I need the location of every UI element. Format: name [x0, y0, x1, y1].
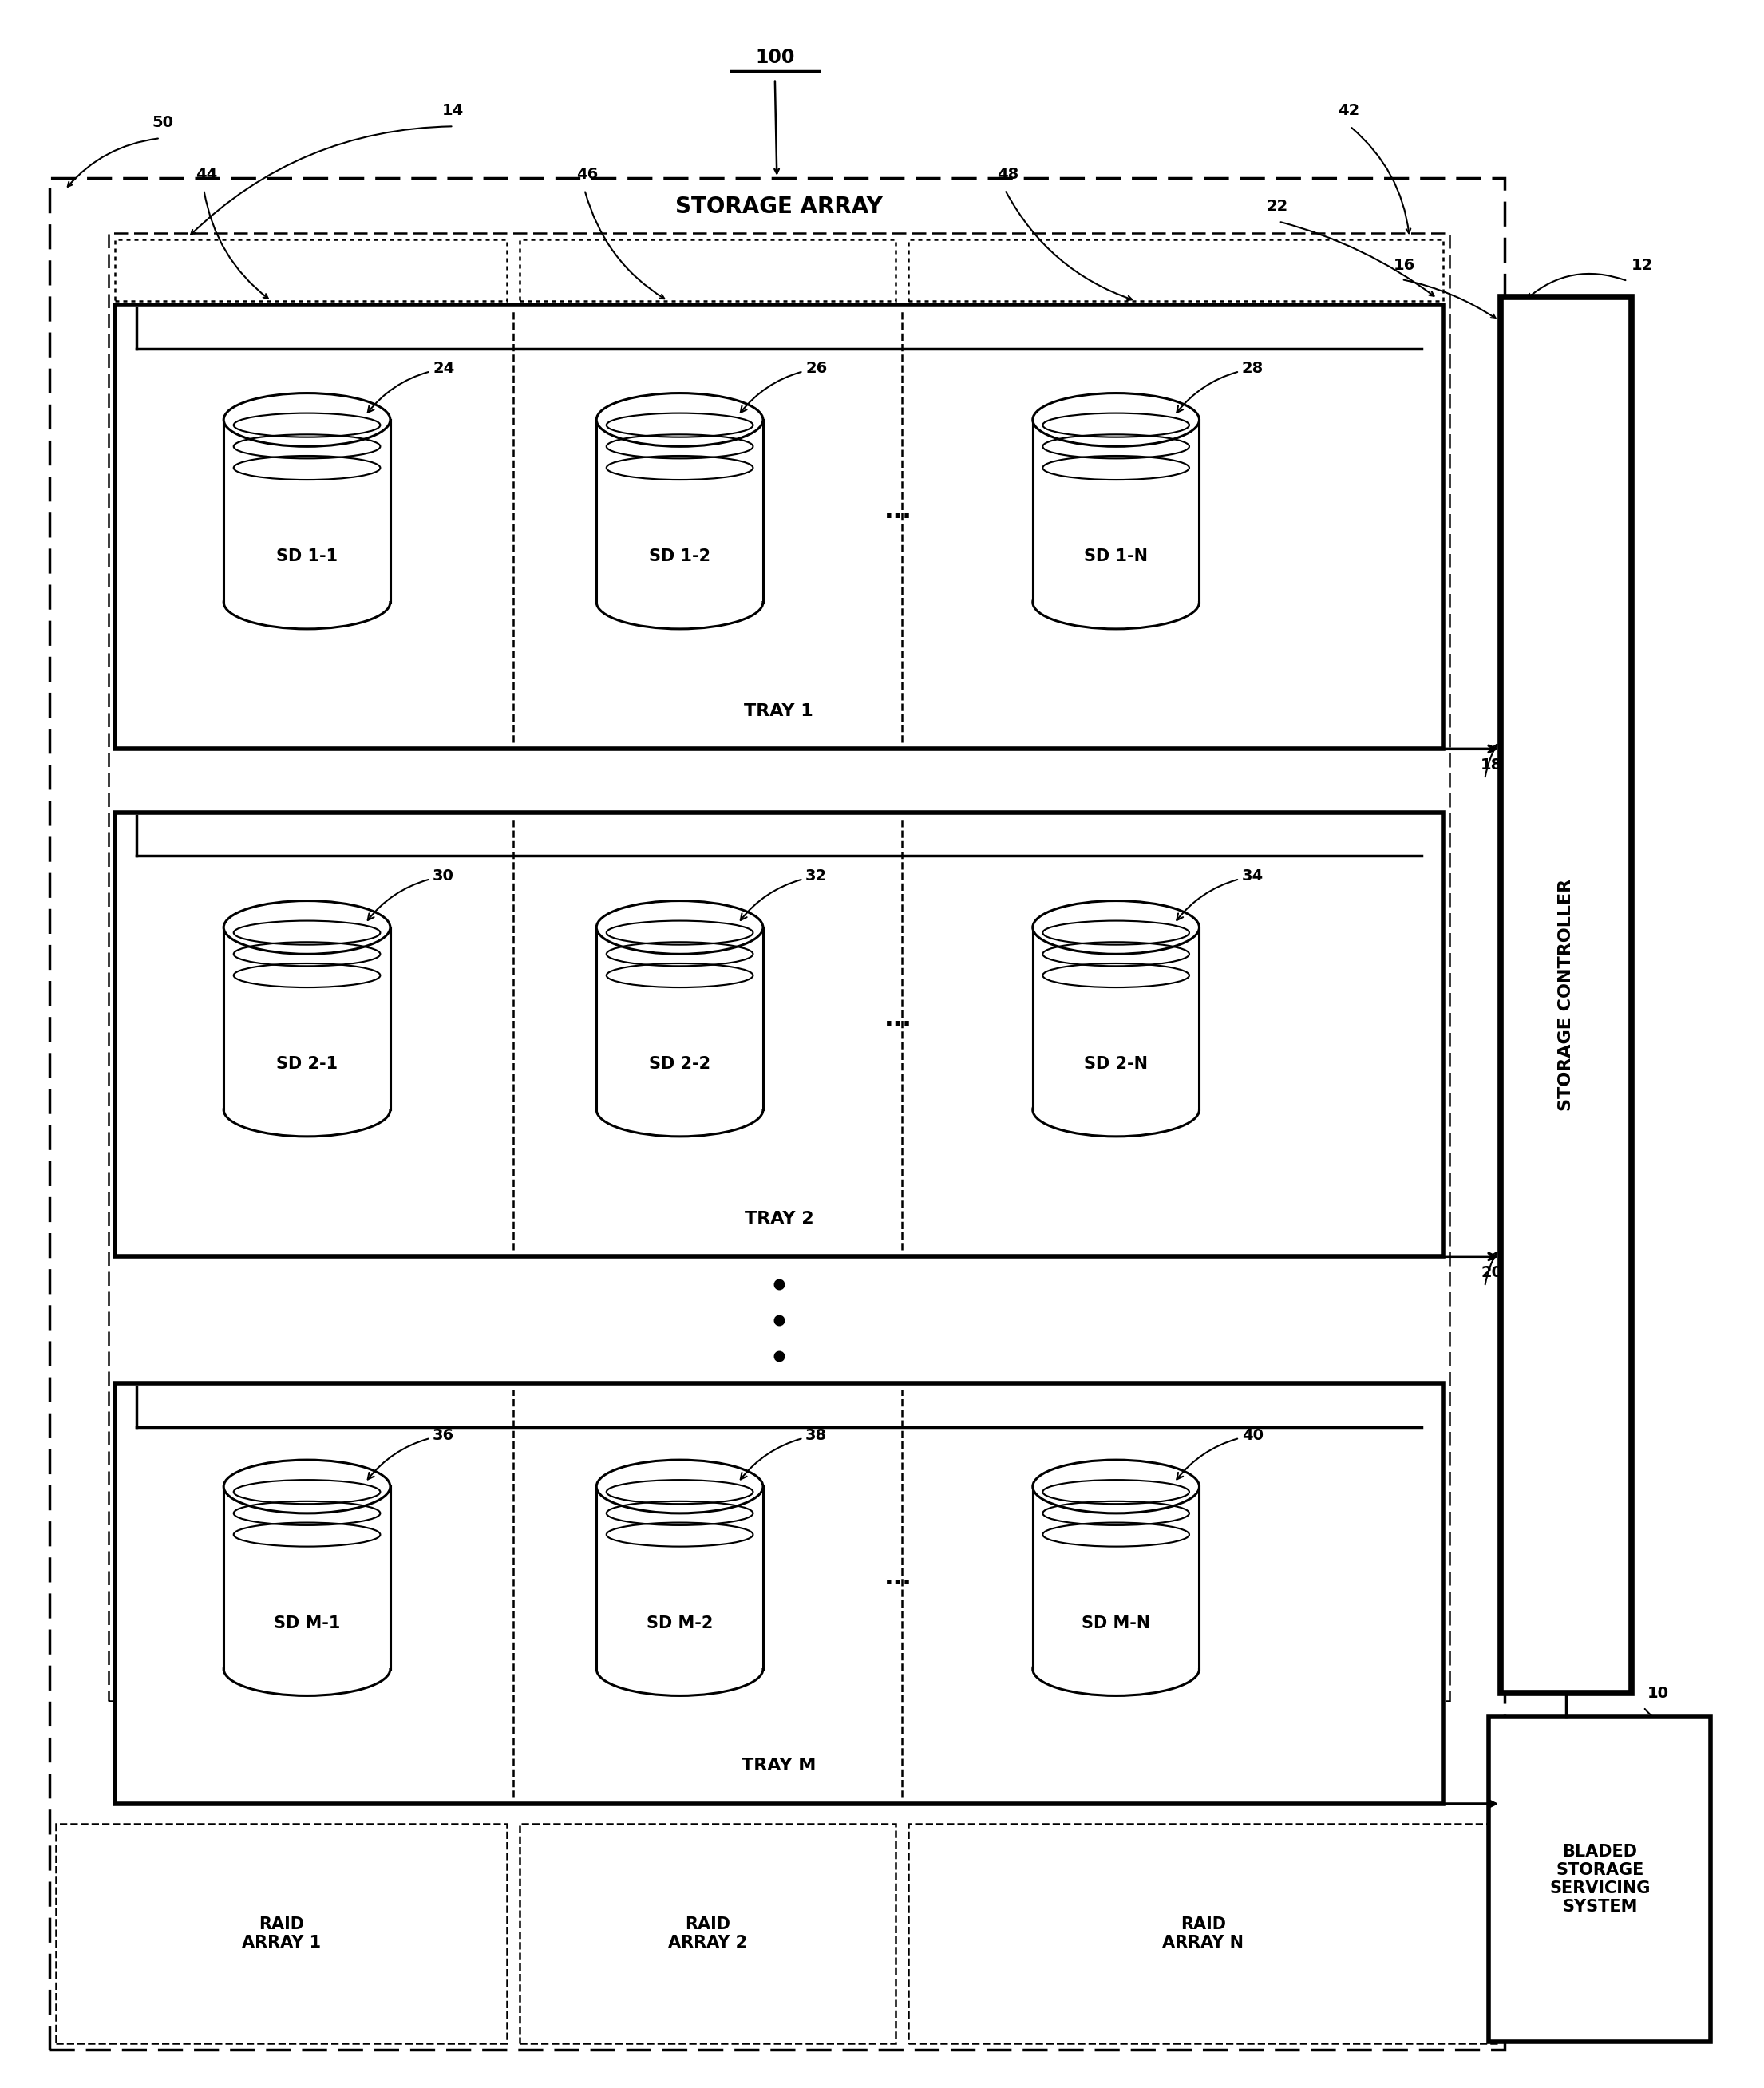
Polygon shape [224, 1487, 390, 1668]
Text: SD M-N: SD M-N [1081, 1616, 1150, 1631]
Ellipse shape [224, 1084, 390, 1136]
FancyBboxPatch shape [55, 1823, 506, 2044]
Polygon shape [596, 420, 764, 601]
Text: RAID
ARRAY 2: RAID ARRAY 2 [669, 1917, 748, 1950]
Text: STORAGE ARRAY: STORAGE ARRAY [676, 194, 882, 217]
Polygon shape [596, 1487, 764, 1668]
Polygon shape [596, 1487, 764, 1668]
Text: TRAY 1: TRAY 1 [744, 704, 813, 718]
Ellipse shape [596, 393, 764, 447]
FancyBboxPatch shape [908, 1823, 1498, 2044]
Text: SD M-1: SD M-1 [273, 1616, 340, 1631]
Ellipse shape [596, 1643, 764, 1695]
Ellipse shape [224, 1643, 390, 1695]
Text: 34: 34 [1177, 869, 1263, 921]
Ellipse shape [224, 1460, 390, 1514]
Text: SD 1-2: SD 1-2 [649, 549, 711, 564]
Polygon shape [596, 927, 764, 1109]
FancyBboxPatch shape [115, 1384, 1443, 1804]
Text: ...: ... [884, 1006, 912, 1029]
FancyBboxPatch shape [115, 812, 1443, 1257]
Ellipse shape [596, 576, 764, 628]
Text: 40: 40 [1177, 1428, 1263, 1480]
Text: 100: 100 [755, 48, 794, 67]
FancyBboxPatch shape [1501, 296, 1632, 1693]
Text: STORAGE CONTROLLER: STORAGE CONTROLLER [1558, 879, 1573, 1111]
Text: 36: 36 [367, 1428, 455, 1480]
Polygon shape [224, 927, 390, 1111]
Text: 26: 26 [741, 361, 827, 413]
Text: 42: 42 [1339, 102, 1360, 119]
Text: SD M-2: SD M-2 [646, 1616, 713, 1631]
Ellipse shape [1032, 900, 1200, 954]
Ellipse shape [1032, 576, 1200, 628]
Text: TRAY 2: TRAY 2 [744, 1211, 813, 1226]
Ellipse shape [596, 1084, 764, 1136]
Ellipse shape [224, 393, 390, 447]
Text: 38: 38 [741, 1428, 827, 1480]
FancyBboxPatch shape [1489, 1716, 1711, 2042]
Ellipse shape [1032, 1084, 1200, 1136]
Polygon shape [1032, 927, 1200, 1111]
Text: RAID
ARRAY 1: RAID ARRAY 1 [242, 1917, 321, 1950]
Text: SD 2-2: SD 2-2 [649, 1057, 711, 1073]
Text: 48: 48 [997, 167, 1020, 182]
Text: 18: 18 [1480, 758, 1503, 773]
Polygon shape [596, 927, 764, 1111]
Text: SD 2-N: SD 2-N [1085, 1057, 1148, 1073]
Ellipse shape [224, 900, 390, 954]
Polygon shape [1032, 420, 1200, 601]
Text: 50: 50 [152, 115, 175, 129]
Text: TRAY M: TRAY M [741, 1758, 817, 1773]
Ellipse shape [224, 576, 390, 628]
Polygon shape [224, 927, 390, 1109]
Text: 16: 16 [1394, 259, 1415, 274]
Text: SD 1-N: SD 1-N [1085, 549, 1148, 564]
Polygon shape [1032, 1487, 1200, 1668]
Text: 22: 22 [1267, 198, 1288, 213]
Ellipse shape [1032, 1643, 1200, 1695]
Text: 10: 10 [1648, 1685, 1669, 1702]
FancyBboxPatch shape [520, 1823, 896, 2044]
Polygon shape [1032, 927, 1200, 1109]
Text: SD 2-1: SD 2-1 [277, 1057, 337, 1073]
Text: ...: ... [884, 499, 912, 522]
Polygon shape [224, 1487, 390, 1668]
Text: 20: 20 [1480, 1265, 1503, 1280]
FancyBboxPatch shape [115, 305, 1443, 750]
Ellipse shape [596, 1460, 764, 1514]
Text: 44: 44 [196, 167, 217, 182]
Text: 12: 12 [1632, 259, 1653, 274]
Text: BLADED
STORAGE
SERVICING
SYSTEM: BLADED STORAGE SERVICING SYSTEM [1549, 1844, 1651, 1915]
Text: 30: 30 [367, 869, 453, 921]
Text: 24: 24 [367, 361, 455, 413]
Text: RAID
ARRAY N: RAID ARRAY N [1162, 1917, 1244, 1950]
Polygon shape [1032, 420, 1200, 601]
Polygon shape [1032, 1487, 1200, 1668]
Ellipse shape [596, 900, 764, 954]
Polygon shape [224, 420, 390, 601]
Polygon shape [224, 420, 390, 601]
Text: ...: ... [884, 1566, 912, 1589]
Text: 28: 28 [1177, 361, 1263, 413]
Ellipse shape [1032, 1460, 1200, 1514]
Polygon shape [596, 420, 764, 601]
Text: SD 1-1: SD 1-1 [277, 549, 337, 564]
Text: 32: 32 [741, 869, 827, 921]
Text: 46: 46 [577, 167, 598, 182]
Ellipse shape [1032, 393, 1200, 447]
Text: 14: 14 [441, 102, 464, 119]
